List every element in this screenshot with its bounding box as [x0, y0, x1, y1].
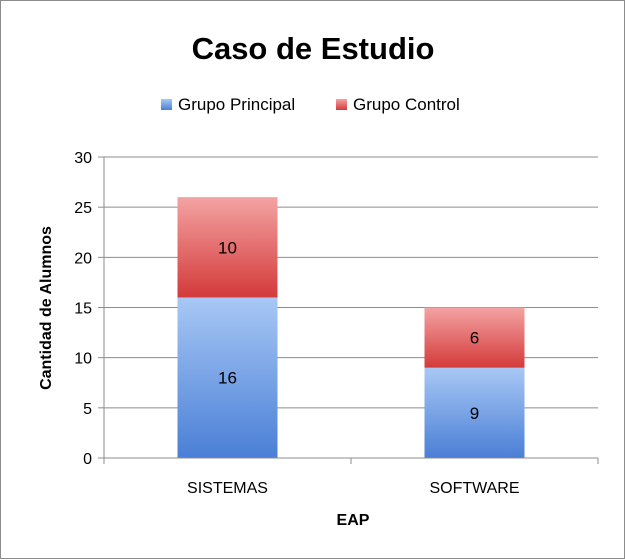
- bar-segment: [424, 367, 525, 458]
- y-tick-label: 15: [74, 301, 92, 318]
- x-tick-label: SOFTWARE: [429, 480, 519, 497]
- data-label: 9: [470, 404, 479, 423]
- y-tick-label: 0: [83, 451, 92, 468]
- legend-label: Grupo Control: [353, 95, 460, 114]
- y-axis-ticks: 0 5 10 15 20 25 30: [74, 150, 104, 468]
- bars: 16 10 9 6: [177, 197, 525, 458]
- data-label: 6: [470, 329, 479, 348]
- y-tick-label: 5: [83, 401, 92, 418]
- legend: Grupo Principal Grupo Control: [161, 95, 460, 114]
- y-tick-label: 20: [74, 250, 92, 267]
- data-label: 16: [218, 369, 237, 388]
- data-label: 10: [218, 238, 237, 257]
- y-tick-label: 30: [74, 150, 92, 167]
- x-axis-title: EAP: [337, 512, 370, 529]
- y-tick-label: 10: [74, 351, 92, 368]
- y-axis-title: Cantidad de Alumnos: [38, 226, 55, 390]
- x-tick-label: SISTEMAS: [187, 480, 268, 497]
- bar-segment: [424, 307, 525, 368]
- legend-swatch: [336, 99, 347, 110]
- legend-label: Grupo Principal: [178, 95, 295, 114]
- bar-segment: [177, 197, 278, 298]
- chart-title: Caso de Estudio: [192, 31, 435, 66]
- legend-swatch: [161, 99, 172, 110]
- bar-segment: [177, 297, 278, 458]
- x-axis-ticks: SISTEMAS SOFTWARE: [103, 458, 599, 497]
- y-tick-label: 25: [74, 200, 92, 217]
